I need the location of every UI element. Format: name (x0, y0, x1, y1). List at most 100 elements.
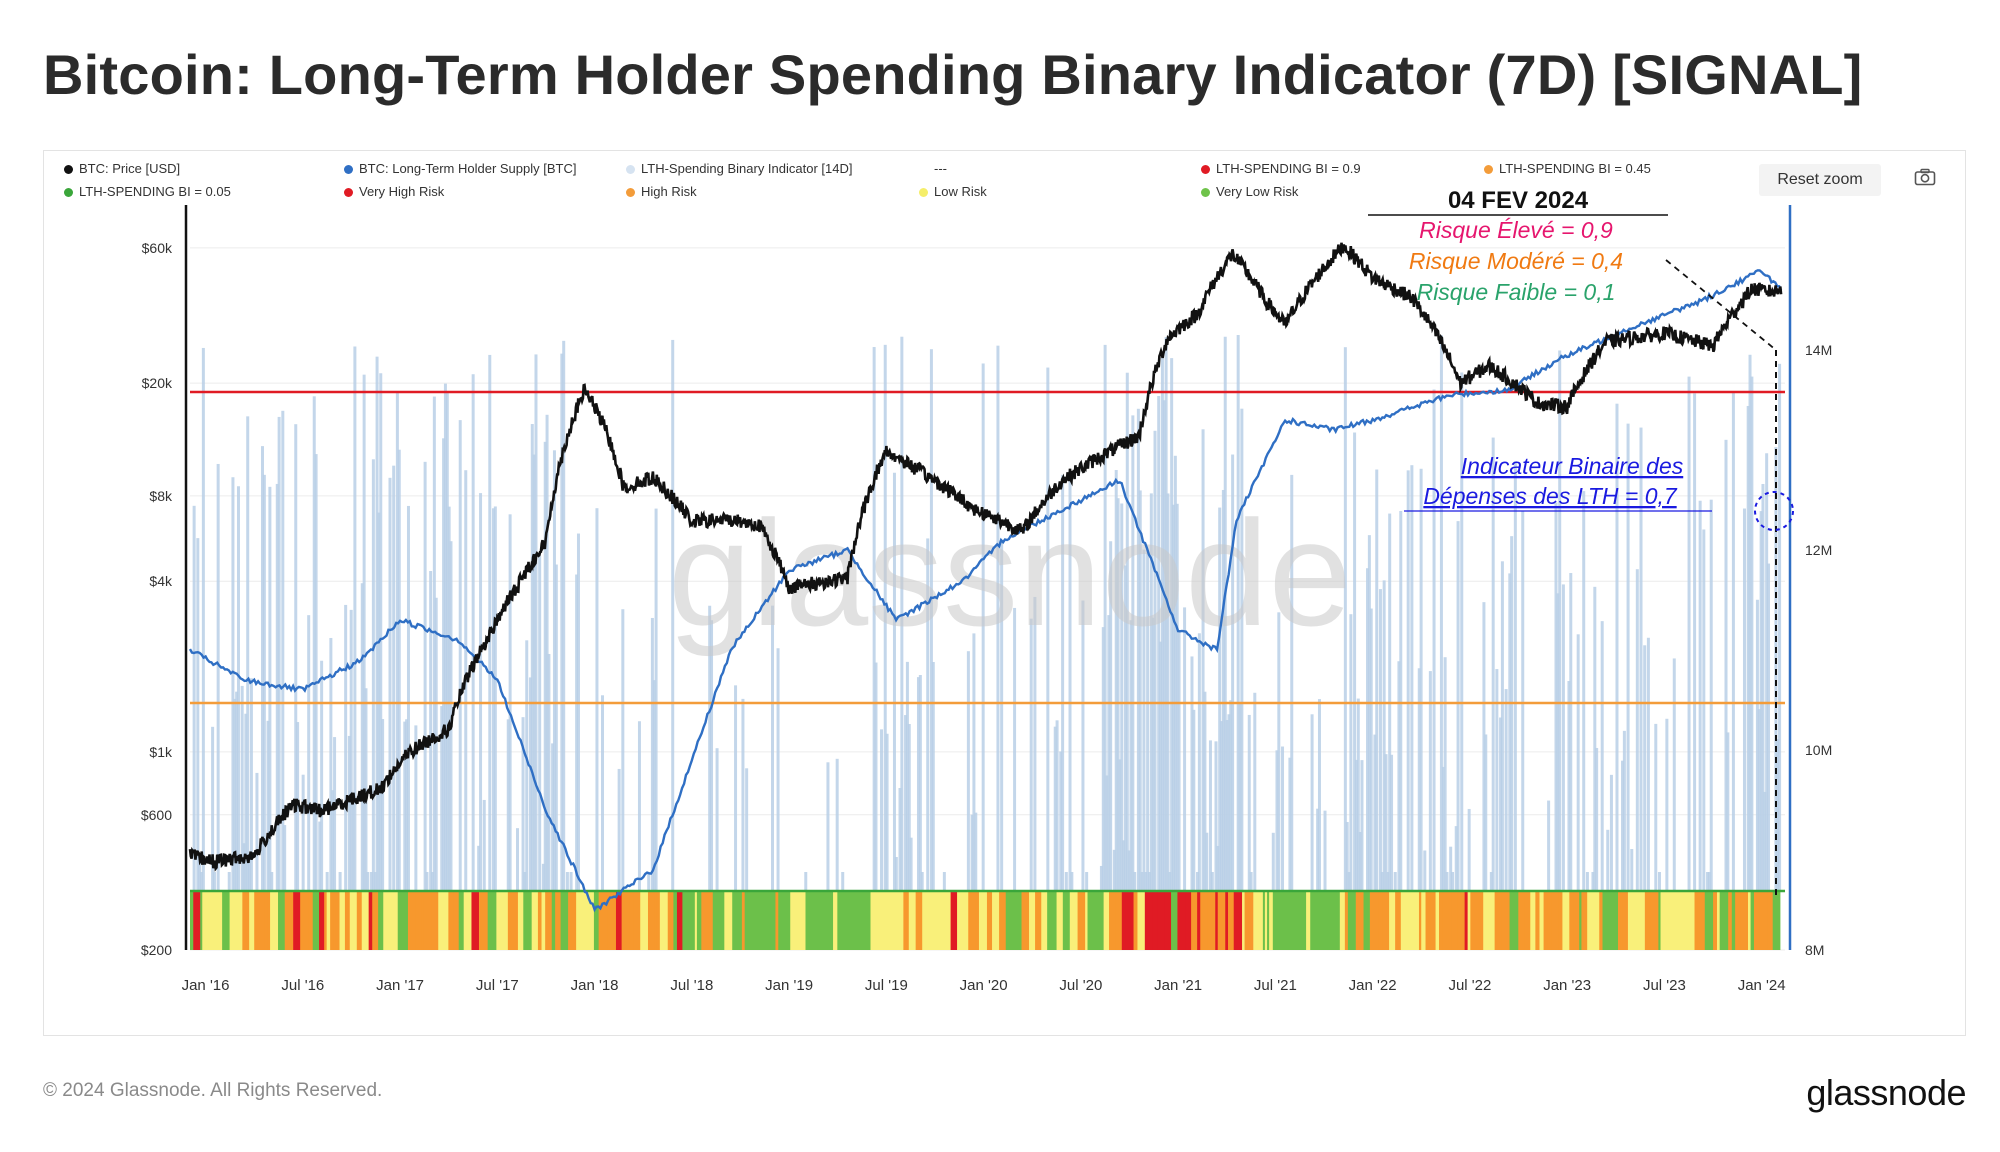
lth-bi-bar (894, 857, 898, 892)
risk-segment (202, 892, 211, 950)
risk-segment (1310, 892, 1319, 950)
lth-bi-bar (371, 459, 375, 892)
risk-segment (984, 892, 988, 950)
lth-bi-bar (406, 505, 410, 892)
lth-bi-bar (1208, 740, 1212, 892)
lth-bi-bar (403, 721, 407, 892)
lth-bi-bar (1428, 671, 1432, 892)
risk-segment (312, 892, 320, 950)
lth-bi-bar (1759, 511, 1763, 892)
lth-bi-bar (1231, 454, 1235, 892)
risk-segment (1717, 892, 1721, 950)
lth-bi-bar (255, 772, 259, 892)
lth-bi-bar (1609, 774, 1613, 892)
risk-segment (1494, 892, 1503, 950)
lth-bi-bar (1508, 573, 1512, 892)
legend-item-very-low-risk[interactable]: Very Low Risk (1201, 184, 1298, 199)
lth-bi-bar (545, 414, 549, 892)
risk-segment (1069, 892, 1079, 950)
risk-segment (324, 892, 328, 950)
risk-segment (968, 892, 977, 950)
lth-bi-bar (445, 392, 449, 892)
risk-segment (1225, 892, 1229, 950)
lth-bi-bar (1595, 747, 1599, 892)
lth-bi-bar (1778, 363, 1782, 893)
legend-item-high-risk[interactable]: High Risk (626, 184, 697, 199)
lth-bi-bar (671, 339, 675, 892)
legend-dot-icon (626, 165, 635, 174)
lth-bi-bar (442, 438, 446, 892)
risk-segment (1389, 892, 1396, 950)
risk-segment (421, 892, 425, 950)
lth-bi-bar (1277, 612, 1281, 892)
legend-item-bi-045[interactable]: LTH-SPENDING BI = 0.45 (1484, 161, 1651, 176)
risk-segment (724, 892, 733, 950)
risk-segment (1157, 892, 1166, 950)
risk-segment (1622, 892, 1629, 950)
lth-bi-bar (534, 354, 538, 892)
risk-segment (785, 892, 791, 950)
lth-bi-bar (1504, 689, 1508, 892)
lth-bi-bar (482, 799, 486, 892)
lth-bi-bar (1439, 335, 1443, 892)
lth-bi-bar (741, 698, 745, 892)
legend-item-bi-09[interactable]: LTH-SPENDING BI = 0.9 (1201, 161, 1361, 176)
risk-segment (1336, 892, 1341, 950)
risk-segment (1191, 892, 1198, 950)
legend-item-bi-005[interactable]: LTH-SPENDING BI = 0.05 (64, 184, 231, 199)
risk-segment (1421, 892, 1427, 950)
risk-segment (1663, 892, 1673, 950)
risk-segment (1558, 892, 1564, 950)
lth-bi-bar (1144, 872, 1148, 892)
lth-bi-bar (1484, 734, 1488, 892)
lth-bi-bar (364, 688, 368, 892)
lth-bi-bar (294, 424, 298, 892)
lth-bi-bar (1600, 621, 1604, 892)
legend-item-separator[interactable]: --- (934, 161, 947, 176)
legend-item-low-risk[interactable]: Low Risk (919, 184, 987, 199)
lth-bi-bar (1410, 465, 1414, 892)
risk-segment (696, 892, 702, 950)
lth-bi-bar (1724, 439, 1728, 892)
y-right-tick-label: 14M (1805, 342, 1832, 358)
risk-segment (1658, 892, 1662, 950)
risk-segment (282, 892, 286, 950)
lth-bi-bar (216, 463, 220, 892)
camera-icon[interactable] (1914, 168, 1936, 186)
lth-bi-bar (1317, 699, 1321, 892)
legend-item-very-high-risk[interactable]: Very High Risk (344, 184, 444, 199)
reset-zoom-button[interactable]: Reset zoom (1759, 164, 1881, 196)
x-tick-label: Jan '18 (571, 977, 619, 994)
legend-item-lth-supply[interactable]: BTC: Long-Term Holder Supply [BTC] (344, 161, 576, 176)
lth-bi-bar (1635, 569, 1639, 892)
lth-bi-bar (1742, 508, 1746, 892)
lth-bi-bar (1375, 469, 1379, 892)
lth-bi-bar (885, 733, 889, 892)
risk-segment (193, 892, 201, 950)
legend-item-lth-bi-14d[interactable]: LTH-Spending Binary Indicator [14D] (626, 161, 852, 176)
lth-bi-bar (318, 821, 322, 892)
risk-segment (999, 892, 1007, 950)
lth-bi-bar (1643, 645, 1647, 892)
lth-bi-bar (1183, 607, 1187, 892)
y-left-tick-label: $4k (149, 573, 173, 589)
risk-segment (344, 892, 351, 950)
legend-item-price[interactable]: BTC: Price [USD] (64, 161, 180, 176)
risk-segment (590, 892, 595, 950)
risk-segment (1683, 892, 1687, 950)
lth-bi-bar (1382, 580, 1386, 892)
lth-bi-bar (1489, 872, 1493, 892)
lth-bi-bar (296, 722, 300, 892)
lth-bi-bar (1247, 714, 1251, 892)
risk-segment (1602, 892, 1612, 950)
risk-segment (1581, 892, 1588, 950)
lth-bi-bar (1323, 810, 1327, 892)
lth-bi-bar (1776, 739, 1780, 892)
risk-segment (278, 892, 284, 950)
lth-bi-bar (370, 872, 374, 892)
risk-segment (1759, 892, 1768, 950)
y-left-tick-label: $200 (141, 942, 172, 958)
risk-segment (915, 892, 923, 950)
page-title: Bitcoin: Long-Term Holder Spending Binar… (43, 43, 1863, 106)
copyright: © 2024 Glassnode. All Rights Reserved. (43, 1080, 383, 1101)
